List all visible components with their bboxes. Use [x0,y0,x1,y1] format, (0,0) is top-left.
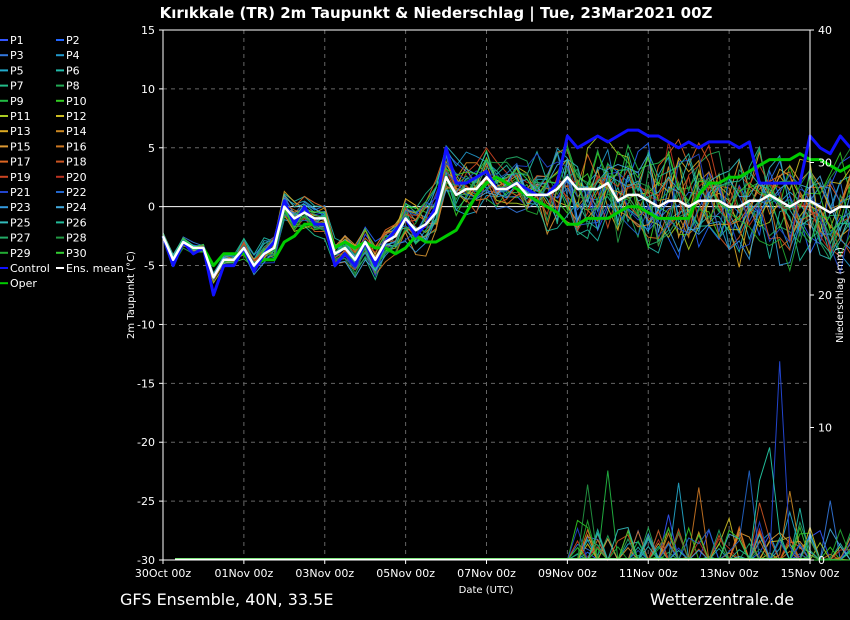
legend-label: P14 [66,125,87,138]
x-tick-label: 07Nov 00z [457,567,516,580]
x-tick-label: 03Nov 00z [295,567,354,580]
y-tick-label: -25 [137,495,155,508]
legend-label: P2 [66,34,80,47]
legend-label: P10 [66,95,87,108]
precip-spike [769,361,801,561]
x-tick-label: 05Nov 00z [376,567,435,580]
x-tick-label: 11Nov 00z [619,567,678,580]
legend-label: P27 [10,232,31,245]
legend-label: P24 [66,201,87,214]
y2-tick-label: 0 [818,554,825,567]
y-tick-label: -10 [137,318,155,331]
legend-label: P15 [10,140,31,153]
legend-label: Ens. mean [66,262,124,275]
legend-label: P21 [10,186,31,199]
legend-label: Control [10,262,50,275]
legend-label: P3 [10,49,24,62]
legend-label: P9 [10,95,24,108]
y-tick-label: 5 [148,142,155,155]
legend-label: P29 [10,247,31,260]
y-tick-label: 15 [141,24,155,37]
x-tick-label: 15Nov 00z [781,567,840,580]
legend-label: P12 [66,110,87,123]
ensemble-members [162,136,850,562]
member-precip-p20 [163,537,850,562]
legend-label: P11 [10,110,31,123]
legend-label: P5 [10,64,24,77]
y2-tick-label: 30 [818,157,832,170]
legend-label: P28 [66,232,87,245]
y2-tick-label: 10 [818,422,832,435]
member-precip-p14 [163,491,850,561]
y-tick-label: -30 [137,554,155,567]
legend-label: P23 [10,201,31,214]
legend-label: P7 [10,80,24,93]
y-tick-label: 10 [141,83,155,96]
legend-label: P17 [10,156,31,169]
legend-label: P1 [10,34,24,47]
y-tick-label: -15 [137,377,155,390]
y2-tick-label: 40 [818,24,832,37]
grid [163,30,810,560]
chart-title: Kırıkkale (TR) 2m Taupunkt & Niederschla… [160,4,713,23]
footer-source: GFS Ensemble, 40N, 33.5E [120,590,333,609]
y-tick-label: -5 [144,260,155,273]
y-tick-label: 0 [148,201,155,214]
member-precip-p5 [163,482,850,561]
x-tick-label: 30Oct 00z [135,567,192,580]
legend-label: P22 [66,186,87,199]
main-series [161,128,850,560]
y2-tick-label: 20 [818,289,832,302]
series-line-ens-mean [161,175,850,279]
legend-label: P26 [66,216,87,229]
legend-label: P19 [10,171,31,184]
x-tick-label: 13Nov 00z [700,567,759,580]
legend-label: Oper [10,277,37,290]
precip-spike [748,447,791,561]
y-axis-label: 2m Taupunkt (°C) [126,251,137,339]
legend-label: P30 [66,247,87,260]
legend-label: P6 [66,64,80,77]
x-axis-ticks: 30Oct 00z 01Nov 00z 03Nov 00z 05Nov 00z 07No… [135,560,840,580]
x-tick-label: 09Nov 00z [538,567,597,580]
member-precip-p7 [163,539,850,561]
legend-label: P13 [10,125,31,138]
legend-label: P16 [66,140,87,153]
legend: P1 P2 P3 P4 P5 P6 P7 P8 P9 P10 P11 P12 P13 P14 P15 P16 P… [0,34,124,290]
x-axis-label: Date (UTC) [459,585,514,596]
series-line-oper [161,152,850,268]
y-tick-label: -20 [137,436,155,449]
member-precip-p28 [163,484,850,561]
footer-site: Wetterzentrale.de [650,590,794,609]
legend-label: P4 [66,49,80,62]
left-axis-ticks: 15 10 5 0 -5 -10 -15 -20 -25 -30 [137,24,163,567]
right-axis-ticks: 40 30 20 10 0 [810,24,832,567]
legend-label: P20 [66,171,87,184]
y2-axis-label: Niederschlag (mm) [835,247,846,343]
member-precip-p30 [163,525,850,561]
legend-label: P18 [66,156,87,169]
legend-label: P25 [10,216,31,229]
member-precip-p16 [163,487,850,562]
x-tick-label: 01Nov 00z [215,567,274,580]
legend-label: P8 [66,80,80,93]
